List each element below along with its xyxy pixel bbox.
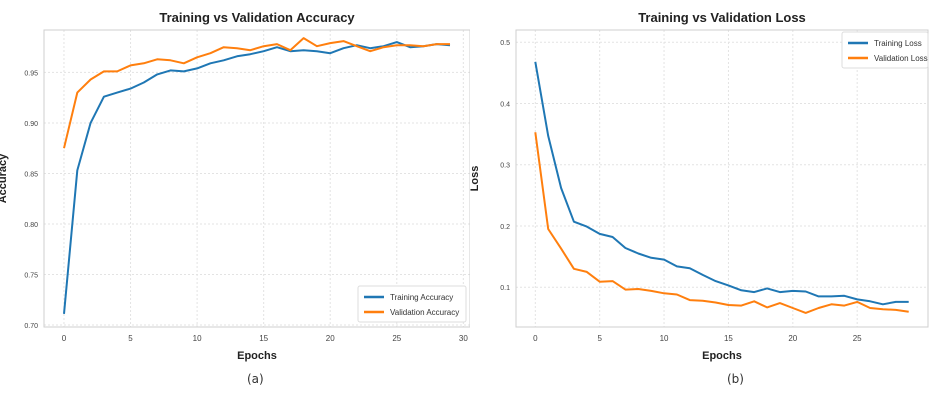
accuracy-chart: 0 5 10 15 20 25 30 0.70 0.75 0.80 0.85 0.90 0.95 Trai… [0, 10, 470, 362]
series-line-1 [63, 37, 450, 149]
x-tick-label: 0 [62, 334, 67, 343]
legend-label-0: Training Accuracy [390, 293, 453, 302]
x-tick-label: 20 [326, 334, 335, 343]
y-tick-label: 0.5 [500, 40, 510, 47]
y-axis-label: Accuracy [0, 153, 9, 203]
x-tick-label: 0 [533, 334, 538, 343]
chart-title: Training vs Validation Accuracy [159, 10, 355, 25]
plot-frame [515, 29, 929, 328]
x-tick-label: 25 [392, 334, 401, 343]
legend-label-1: Validation Loss [874, 54, 928, 63]
y-axis-label: Loss [470, 166, 481, 192]
y-tick-label: 0.90 [24, 121, 38, 128]
legend-label-1: Validation Accuracy [390, 308, 459, 317]
series-line-1 [534, 132, 909, 314]
caption-b: (b) [727, 372, 744, 386]
legend-label-0: Training Loss [874, 39, 922, 48]
x-tick-label: 20 [788, 334, 797, 343]
chart-title: Training vs Validation Loss [638, 10, 806, 25]
legend: Training Loss Validation Loss [841, 31, 929, 69]
series-line-0 [63, 41, 451, 314]
x-tick-label: 25 [853, 334, 862, 343]
y-tick-label: 0.85 [24, 171, 38, 178]
y-tick-label: 0.95 [24, 70, 38, 77]
plot-frame [43, 29, 470, 328]
x-tick-label: 10 [660, 334, 669, 343]
x-tick-label: 5 [128, 334, 133, 343]
y-tick-label: 0.3 [500, 163, 510, 170]
x-axis-label: Epochs [237, 350, 277, 362]
x-tick-label: 30 [459, 334, 468, 343]
legend-box [357, 285, 467, 323]
y-tick-label: 0.1 [500, 285, 510, 292]
x-tick-label: 5 [597, 334, 602, 343]
loss-chart: 0 5 10 15 20 25 0.1 0.2 0.3 0.4 0.5 Training vs Val… [470, 10, 929, 362]
y-tick-label: 0.2 [500, 224, 510, 231]
y-tick-label: 0.4 [500, 101, 510, 108]
caption-a: (a) [247, 372, 264, 386]
x-tick-label: 10 [193, 334, 202, 343]
x-axis-label: Epochs [702, 350, 742, 362]
y-tick-label: 0.80 [24, 222, 38, 229]
y-tick-label: 0.70 [24, 323, 38, 330]
y-tick-label: 0.75 [24, 272, 38, 279]
x-tick-label: 15 [724, 334, 733, 343]
x-tick-label: 15 [259, 334, 268, 343]
series-line-0 [534, 61, 909, 306]
legend: Training Accuracy Validation Accuracy [357, 285, 467, 323]
